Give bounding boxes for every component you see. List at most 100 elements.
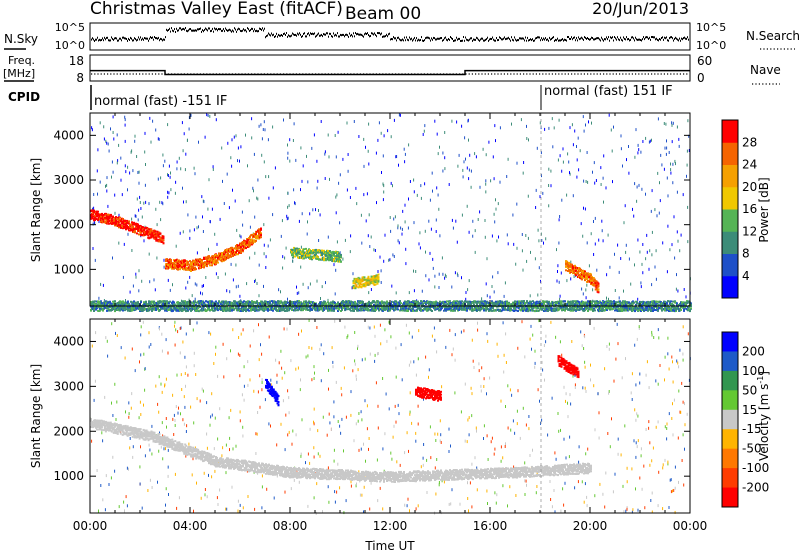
echo-cell <box>305 247 307 250</box>
echo-cell <box>645 192 646 196</box>
echo-cell <box>297 308 299 311</box>
echo-cell <box>605 186 607 190</box>
echo-cell <box>529 294 531 298</box>
echo-cell <box>567 152 569 156</box>
nsky-mark <box>396 39 397 42</box>
echo-cell <box>586 283 588 287</box>
echo-cell <box>560 271 562 275</box>
nsky-mark <box>229 28 230 31</box>
nsky-mark <box>391 38 392 40</box>
echo-cell <box>263 252 265 256</box>
echo-cell <box>196 309 198 312</box>
echo-cell <box>117 222 119 225</box>
nsky-mark <box>455 39 456 42</box>
echo-cell <box>101 302 103 305</box>
echo-cell <box>534 257 536 261</box>
echo-cell <box>435 230 437 233</box>
echo-cell <box>637 297 639 301</box>
nsky-mark <box>331 35 332 38</box>
echo-cell <box>154 288 156 292</box>
echo-cell <box>188 127 190 131</box>
echo-cell <box>538 239 540 243</box>
nsky-mark <box>158 36 159 39</box>
echo-cell <box>202 300 204 303</box>
echo-cell <box>203 266 205 269</box>
echo-cell <box>250 240 252 243</box>
nsky-mark <box>132 39 133 42</box>
echo-cell <box>93 209 95 212</box>
echo-cell <box>400 226 402 230</box>
echo-cell <box>634 155 636 159</box>
nsky-mark <box>188 29 189 32</box>
nsky-mark <box>105 38 106 41</box>
echo-cell <box>173 262 175 265</box>
echo-cell <box>215 118 217 122</box>
nsky-mark <box>401 39 402 42</box>
echo-cell <box>405 262 407 266</box>
echo-cell <box>257 229 259 232</box>
echo-cell <box>553 126 555 130</box>
echo-cell <box>596 268 598 272</box>
echo-cell <box>392 184 393 188</box>
echo-cell <box>292 259 294 263</box>
echo-cell <box>408 197 409 201</box>
echo-cell <box>294 255 296 258</box>
echo-cell <box>572 194 574 198</box>
echo-cell <box>620 134 622 138</box>
echo-cell <box>202 215 203 219</box>
nsky-mark <box>98 39 99 42</box>
echo-cell <box>175 308 177 311</box>
nsky-mark <box>581 36 582 39</box>
echo-cell <box>232 255 234 257</box>
nsky-mark <box>295 33 296 36</box>
echo-cell <box>309 302 311 305</box>
echo-cell <box>378 309 380 312</box>
echo-cell <box>618 296 620 300</box>
echo-cell <box>401 232 403 236</box>
echo-cell <box>557 158 559 162</box>
echo-cell <box>132 169 134 173</box>
echo-cell <box>468 138 469 142</box>
echo-cell <box>311 146 313 150</box>
nsky-mark <box>659 38 660 40</box>
nsky-mark <box>145 37 146 40</box>
echo-cell <box>137 171 139 174</box>
nsky-mark <box>220 28 221 31</box>
echo-cell <box>160 218 162 222</box>
nsky-mark <box>497 39 498 42</box>
nsky-mark <box>189 28 190 31</box>
echo-cell <box>455 219 457 223</box>
echo-cell <box>155 309 157 311</box>
echo-cell <box>240 245 242 248</box>
echo-cell <box>313 133 315 137</box>
echo-cell <box>448 183 450 186</box>
nsky-mark <box>652 36 653 38</box>
nsky-mark <box>357 32 358 35</box>
echo-cell <box>315 208 316 212</box>
echo-cell <box>437 193 439 197</box>
nsky-mark <box>129 39 130 41</box>
echo-cell <box>485 282 487 286</box>
nsky-mark <box>480 38 481 41</box>
echo-cell <box>180 167 182 171</box>
echo-cell <box>249 225 251 229</box>
echo-cell <box>491 285 493 288</box>
nsky-mark <box>290 35 291 38</box>
echo-cell <box>217 257 219 260</box>
echo-cell <box>235 263 237 267</box>
echo-cell <box>118 218 120 221</box>
echo-cell <box>211 257 213 260</box>
echo-cell <box>230 255 232 258</box>
echo-cell <box>585 180 587 183</box>
echo-cell <box>573 271 575 274</box>
nsky-mark <box>265 36 266 39</box>
echo-cell <box>594 216 596 220</box>
nsky-mark <box>589 38 590 41</box>
echo-cell <box>263 309 265 312</box>
echo-cell <box>110 303 112 306</box>
echo-cell <box>232 188 233 192</box>
echo-cell <box>346 188 348 192</box>
echo-cell <box>585 288 587 292</box>
echo-cell <box>119 216 121 219</box>
echo-cell <box>608 297 609 301</box>
